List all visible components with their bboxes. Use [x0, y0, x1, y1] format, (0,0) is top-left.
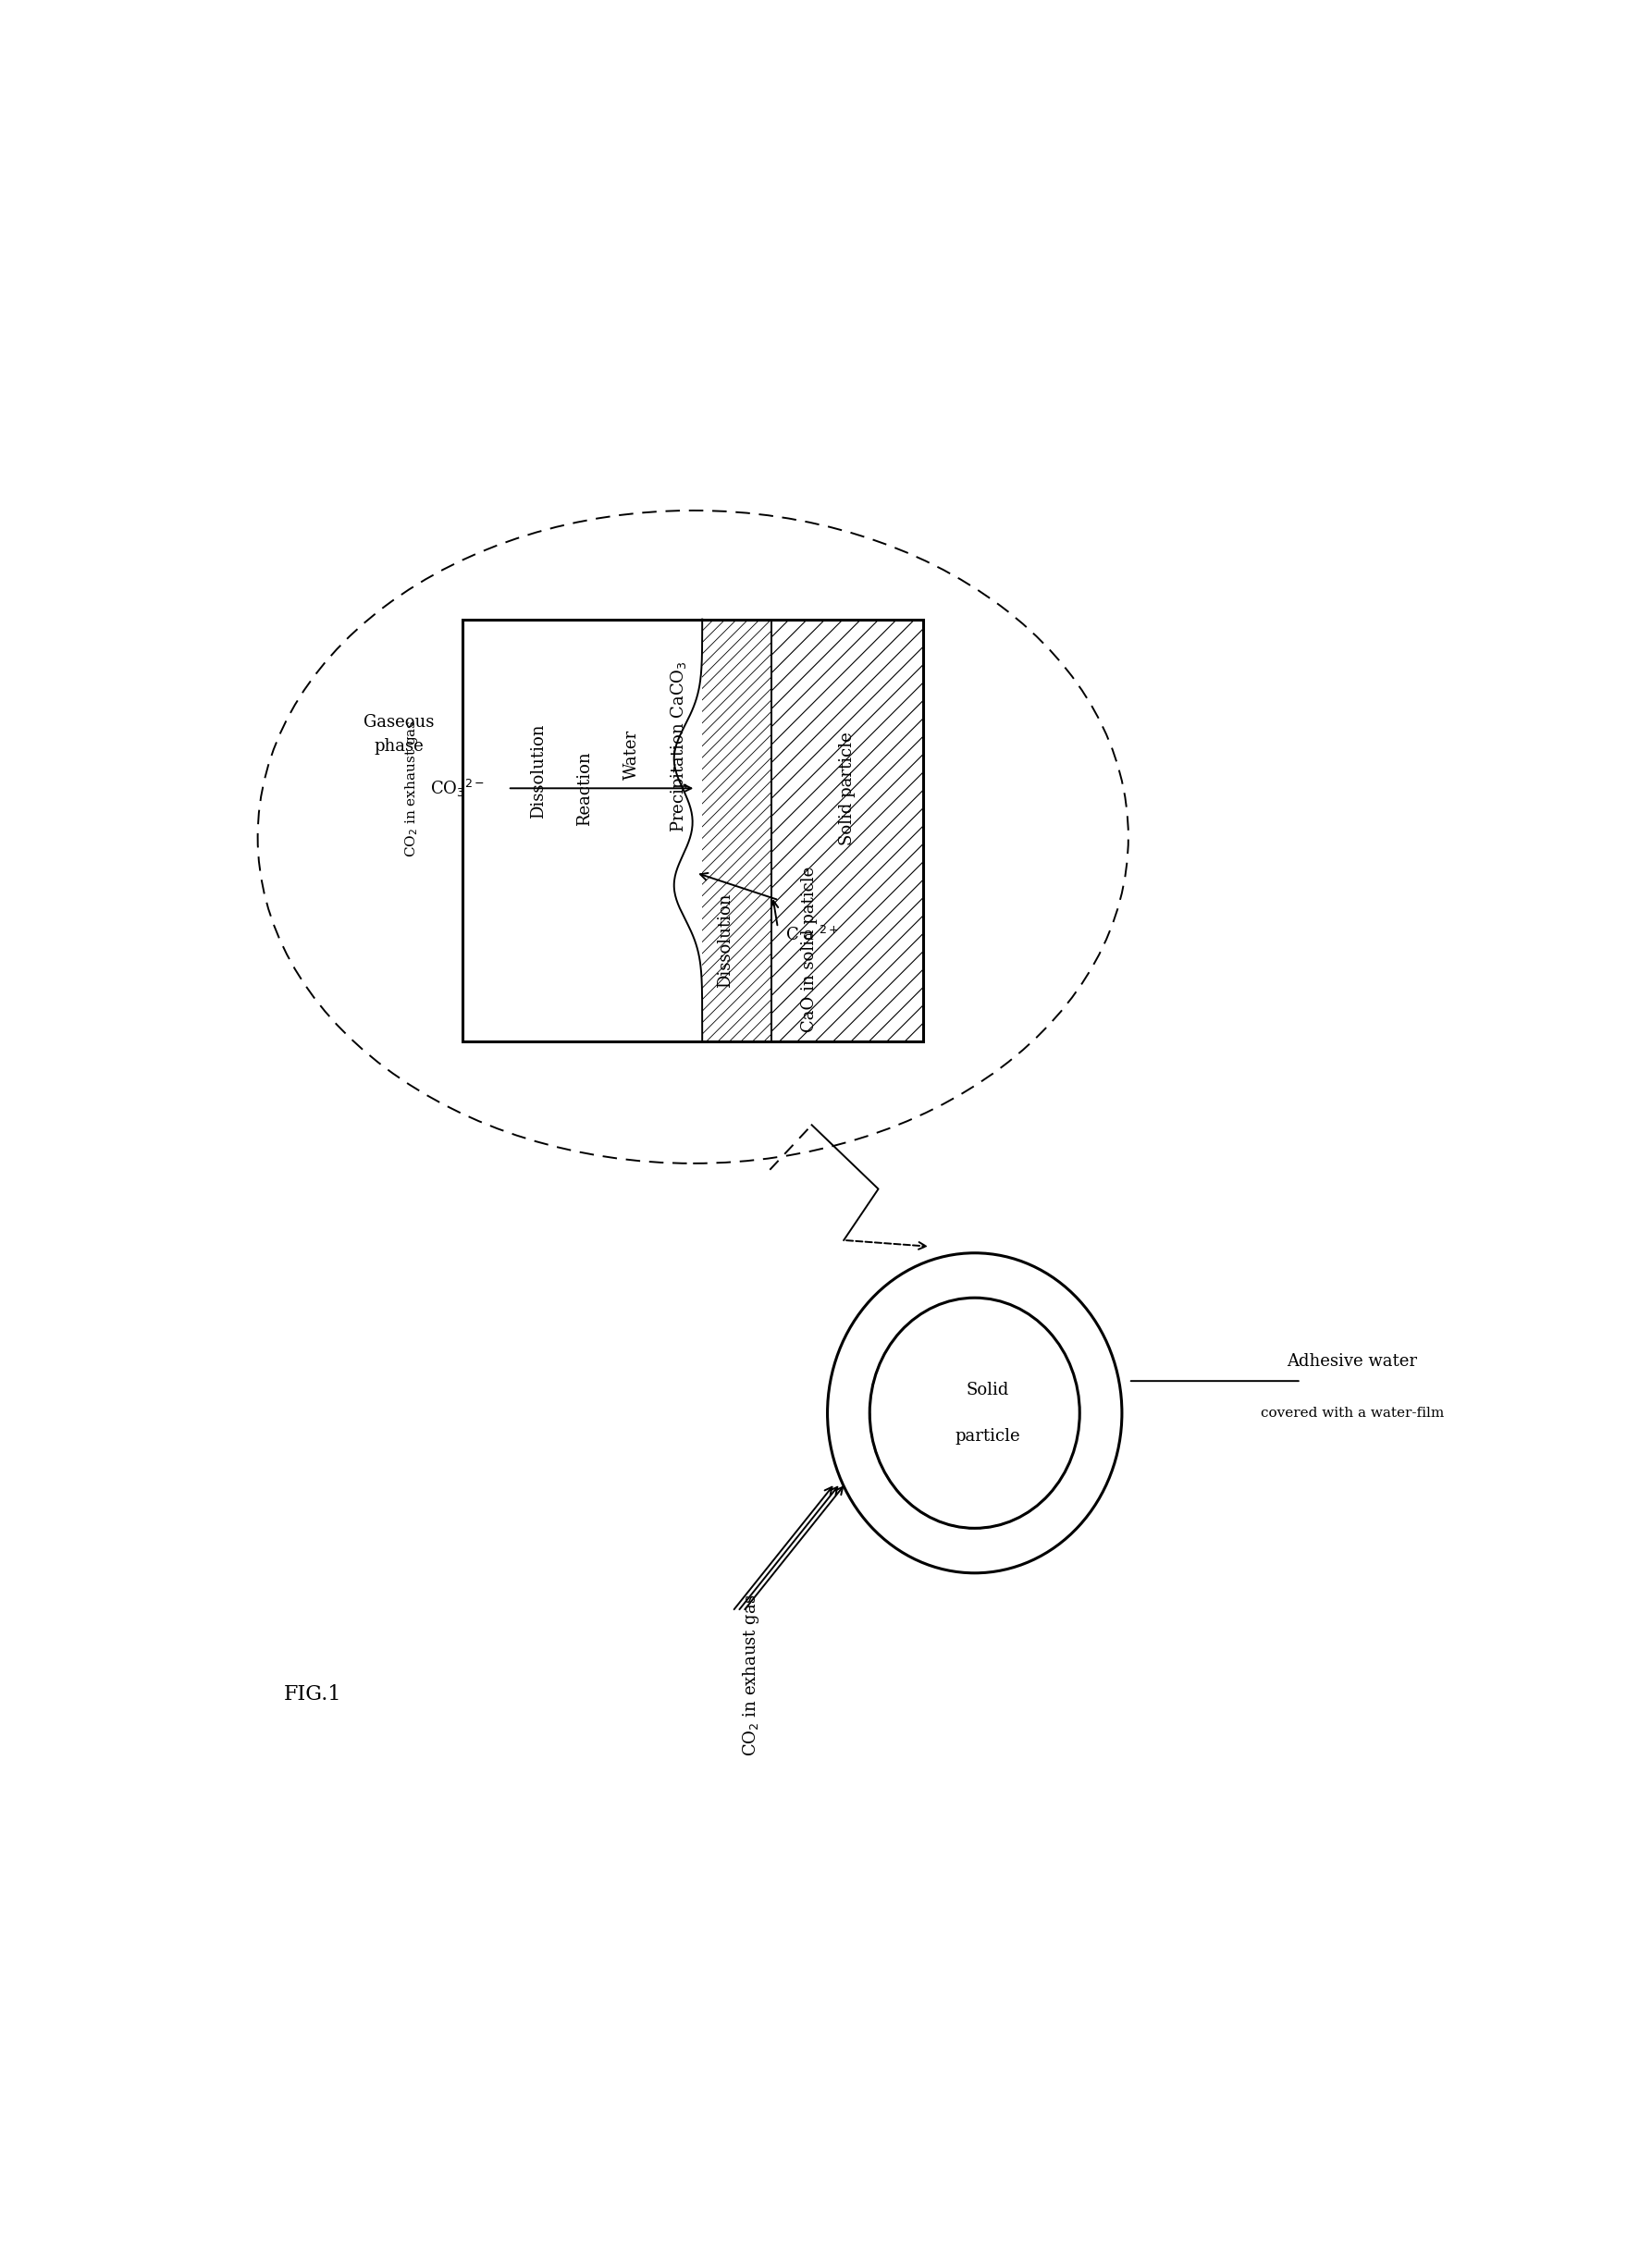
Text: covered with a water-film: covered with a water-film: [1260, 1406, 1444, 1419]
Text: particle: particle: [955, 1428, 1021, 1444]
Text: Precipitation CaCO$_3$: Precipitation CaCO$_3$: [669, 660, 689, 831]
Ellipse shape: [869, 1298, 1080, 1528]
Text: CO$_2$ in exhaust gas: CO$_2$ in exhaust gas: [740, 1595, 762, 1757]
Text: Solid particle: Solid particle: [839, 732, 856, 845]
Ellipse shape: [828, 1253, 1122, 1573]
Text: Gaseous
phase: Gaseous phase: [363, 714, 434, 755]
Text: CO$_3$$^{2-}$: CO$_3$$^{2-}$: [430, 777, 484, 800]
Text: CO$_2$ in exhaust gas: CO$_2$ in exhaust gas: [403, 719, 420, 856]
Text: Dissolution: Dissolution: [530, 723, 547, 818]
Bar: [771, 620, 923, 1041]
Text: Dissolution: Dissolution: [717, 892, 733, 987]
Text: CaO in solid paticle: CaO in solid paticle: [801, 865, 818, 1032]
Bar: [702, 620, 771, 1041]
Text: Water: Water: [623, 730, 639, 780]
Text: FIG.1: FIG.1: [284, 1685, 340, 1706]
Text: Solid: Solid: [966, 1381, 1009, 1399]
Bar: [463, 620, 923, 1041]
Text: Reaction: Reaction: [577, 750, 593, 825]
Text: Adhesive water: Adhesive water: [1287, 1354, 1417, 1370]
Text: C a $^{2+}$: C a $^{2+}$: [785, 926, 839, 944]
Bar: [463, 620, 923, 1041]
